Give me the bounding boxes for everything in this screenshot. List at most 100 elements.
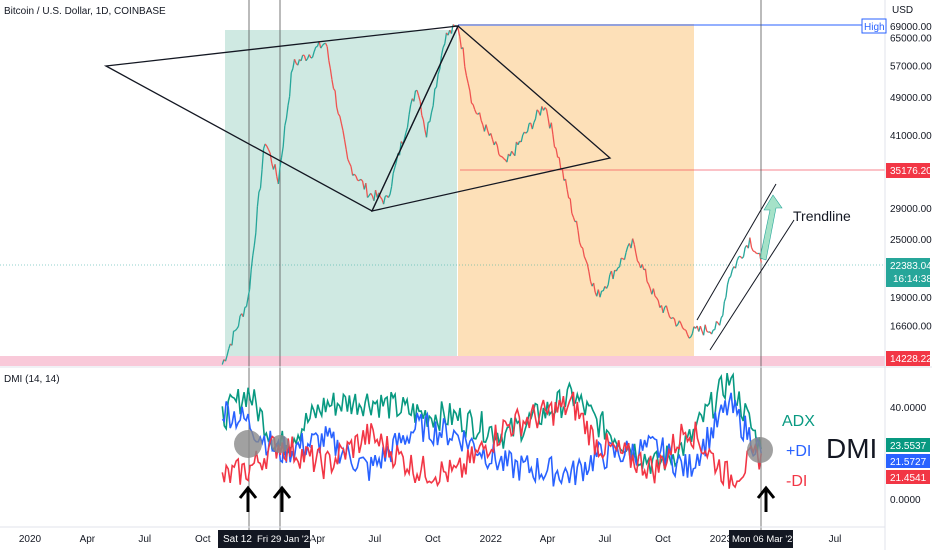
price-segment [465, 75, 469, 84]
time-tick-label: 2023 [710, 534, 733, 545]
price-series [221, 24, 762, 365]
price-segment [544, 107, 548, 110]
price-segment [293, 59, 297, 64]
price-segment [462, 47, 466, 67]
pink-level-band[interactable] [0, 356, 885, 366]
price-segment [682, 327, 685, 331]
descending-triangle-drawing[interactable] [370, 24, 612, 212]
price-segment [287, 96, 291, 106]
breakout-arrow[interactable] [759, 194, 783, 261]
price-segment [582, 248, 585, 257]
channel-upper-line[interactable] [696, 183, 777, 321]
price-segment [444, 32, 448, 44]
pink-level-value: 14228.22 [890, 354, 932, 365]
price-segment [321, 43, 325, 47]
plus-di-value: 21.5727 [890, 457, 927, 468]
price-tick-label: 25000.00 [890, 235, 932, 246]
price-segment [688, 336, 692, 339]
price-segment [459, 36, 463, 49]
price-segment [678, 320, 682, 324]
cursor-label-1[interactable]: Sat 12 [218, 530, 254, 548]
dmi-tick-zero: 0.0000 [890, 495, 921, 506]
price-segment [418, 95, 421, 102]
price-segment [599, 290, 603, 298]
price-segment [382, 196, 386, 205]
price-segment [315, 45, 318, 48]
price-segment [345, 149, 349, 160]
time-ticks: 2020 Apr Jul Oct Apr Jul Oct 2022 Apr Jul Oct 2023 J… [19, 534, 842, 545]
price-segment [326, 46, 330, 61]
price-segment [434, 86, 437, 90]
price-segment [471, 102, 474, 106]
price-segment [392, 167, 396, 174]
price-segment [269, 152, 273, 164]
cross-marker-1 [234, 430, 262, 458]
price-segment [342, 130, 346, 140]
price-segment [742, 247, 746, 257]
price-segment [552, 134, 556, 147]
price-segment [719, 317, 722, 326]
pink-level-badge[interactable]: 14228.22 [886, 351, 932, 366]
price-segment [313, 46, 317, 52]
adx-value-badge[interactable]: 23.5537 [886, 438, 930, 452]
time-tick-label: Apr [540, 534, 556, 545]
price-segment [623, 252, 627, 260]
price-segment [374, 189, 378, 198]
price-segment [754, 251, 757, 254]
price-segment [490, 133, 494, 140]
plus-di-value-badge[interactable]: 21.5727 [886, 454, 930, 468]
price-segment [750, 247, 754, 252]
price-segment [311, 51, 315, 58]
price-segment [720, 315, 724, 319]
price-segment [226, 348, 230, 356]
adx-value: 23.5537 [890, 441, 927, 452]
cursor-label-3[interactable]: Mon 06 Mar '23 [729, 530, 798, 548]
red-level-value: 35176.20 [890, 166, 932, 177]
price-segment [588, 271, 592, 282]
price-segment [592, 282, 596, 293]
channel-lower-line[interactable] [709, 219, 795, 351]
dmi-title[interactable]: DMI (14, 14) [4, 374, 60, 385]
price-segment [485, 124, 489, 131]
price-segment [244, 306, 247, 308]
price-segment [632, 238, 635, 245]
price-segment [432, 88, 436, 106]
price-segment [413, 90, 417, 102]
price-segment [347, 158, 350, 164]
symbol-title[interactable]: Bitcoin / U.S. Dollar, 1D, COINBASE [4, 6, 166, 17]
price-segment [568, 197, 571, 200]
price-segment [236, 326, 239, 330]
time-tick-label: Jul [829, 534, 842, 545]
cross-marker-3 [747, 437, 773, 463]
price-segment [394, 161, 397, 168]
price-segment [636, 260, 640, 264]
price-segment [498, 153, 501, 157]
price-segment [437, 68, 441, 75]
price-segment [586, 264, 590, 273]
price-segment [736, 256, 740, 261]
price-segment [662, 307, 666, 314]
price-segment [501, 156, 505, 159]
price-segment [310, 56, 313, 59]
red-level-badge[interactable]: 35176.20 [886, 163, 932, 178]
price-segment [722, 301, 726, 316]
price-segment [723, 296, 727, 303]
cursor-label-2[interactable]: Fri 29 Jan '21 [254, 530, 314, 548]
minus-di-value-badge[interactable]: 21.4541 [886, 470, 930, 484]
price-segment [389, 186, 393, 195]
high-badge[interactable]: High [861, 18, 887, 34]
price-segment [509, 150, 513, 157]
price-segment [571, 212, 574, 218]
price-segment [547, 118, 551, 129]
price-segment [715, 320, 719, 324]
minus-di-value: 21.4541 [890, 473, 927, 484]
price-segment [726, 278, 730, 285]
trendline-annotation[interactable]: Trendline [793, 208, 851, 224]
last-price-badge[interactable]: 22383.04 16:14:38 [886, 258, 932, 287]
price-segment [339, 115, 343, 124]
price-segment [569, 198, 573, 214]
price-segment [318, 41, 322, 49]
price-segment [685, 329, 689, 335]
price-segment [566, 189, 570, 199]
